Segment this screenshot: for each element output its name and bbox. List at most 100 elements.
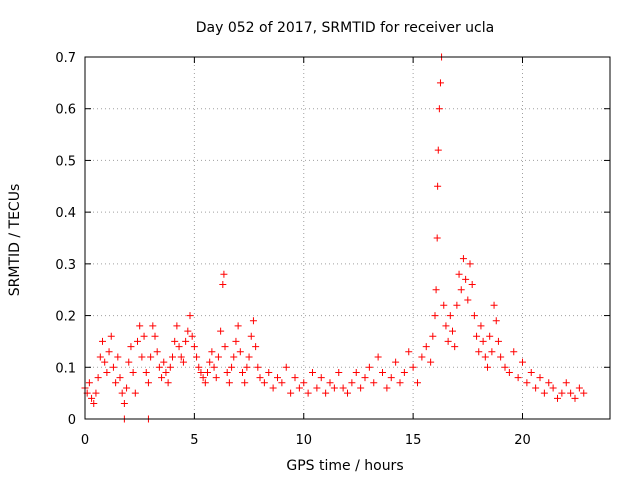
plot-frame [84, 56, 611, 420]
data-point [519, 358, 526, 366]
data-point [322, 389, 330, 397]
data-point [212, 374, 220, 382]
data-point [101, 358, 109, 366]
data-point [505, 368, 513, 376]
x-tick-label: 20 [514, 433, 531, 448]
data-point [171, 337, 179, 345]
data-point [109, 363, 117, 371]
data-point [405, 348, 413, 356]
data-point [107, 332, 115, 340]
data-point [228, 363, 236, 371]
data-point [149, 322, 157, 330]
y-tick-label: 0.1 [55, 361, 76, 376]
data-point [379, 368, 386, 376]
data-point [383, 384, 391, 392]
data-point [94, 374, 102, 382]
data-point [449, 327, 456, 335]
data-point [166, 363, 174, 371]
data-point [357, 384, 365, 392]
data-point [344, 389, 351, 397]
data-point [214, 353, 222, 361]
data-point [514, 374, 522, 382]
data-point [313, 384, 321, 392]
data-point [206, 358, 214, 366]
data-point [453, 301, 461, 309]
data-point [243, 363, 251, 371]
data-point [254, 363, 262, 371]
y-axis-label: SRMTID / TECUs [7, 184, 23, 297]
data-point [112, 379, 120, 387]
x-tick-label: 0 [81, 433, 89, 448]
data-point [434, 182, 442, 190]
data-point [501, 363, 509, 371]
data-point [554, 394, 561, 402]
data-points [81, 53, 588, 423]
data-point [287, 389, 295, 397]
data-point [470, 312, 478, 320]
data-point [462, 275, 470, 283]
data-point [282, 363, 290, 371]
grid [85, 57, 610, 419]
data-point [335, 368, 343, 376]
data-point [184, 327, 192, 335]
data-point [339, 384, 347, 392]
data-point [151, 332, 159, 340]
data-point [300, 379, 308, 387]
data-point [96, 353, 104, 361]
data-point [85, 379, 93, 387]
data-point [540, 389, 548, 397]
data-point [374, 353, 382, 361]
data-point [440, 301, 448, 309]
data-point [116, 374, 124, 382]
data-point [418, 353, 426, 361]
data-point [400, 368, 408, 376]
data-point [140, 332, 148, 340]
data-point [309, 368, 316, 376]
chart-title: Day 052 of 2017, SRMTID for receiver ucl… [196, 20, 494, 36]
data-point [274, 374, 281, 382]
data-point [446, 312, 454, 320]
data-point [269, 384, 277, 392]
data-point [562, 379, 570, 387]
data-point [370, 379, 378, 387]
data-point [144, 379, 152, 387]
data-point [177, 353, 185, 361]
data-point [434, 146, 442, 154]
data-point [247, 332, 255, 340]
data-point [136, 322, 144, 330]
data-point [197, 368, 205, 376]
data-point [221, 343, 229, 351]
data-point [164, 379, 172, 387]
data-point [158, 374, 166, 382]
data-point [173, 322, 181, 330]
data-point [545, 379, 553, 387]
data-point [245, 353, 253, 361]
data-point [219, 281, 227, 289]
data-point [204, 368, 211, 376]
data-point [232, 337, 240, 345]
data-point [208, 348, 216, 356]
data-point [488, 348, 496, 356]
y-tick-label: 0.3 [55, 258, 76, 273]
data-point [90, 399, 98, 407]
data-point [427, 358, 435, 366]
data-point [466, 260, 474, 268]
data-point [138, 353, 146, 361]
data-point [558, 389, 566, 397]
data-point [473, 332, 481, 340]
data-point [481, 353, 489, 361]
data-point [451, 343, 459, 351]
data-point [103, 368, 111, 376]
data-point [536, 374, 544, 382]
x-tick-label: 15 [405, 433, 422, 448]
data-point [256, 374, 264, 382]
data-point [432, 286, 440, 294]
data-point [114, 353, 122, 361]
data-point [549, 384, 557, 392]
data-point [459, 255, 467, 263]
data-point [220, 270, 228, 278]
data-point [433, 234, 441, 242]
data-point [225, 379, 233, 387]
data-point [429, 332, 437, 340]
